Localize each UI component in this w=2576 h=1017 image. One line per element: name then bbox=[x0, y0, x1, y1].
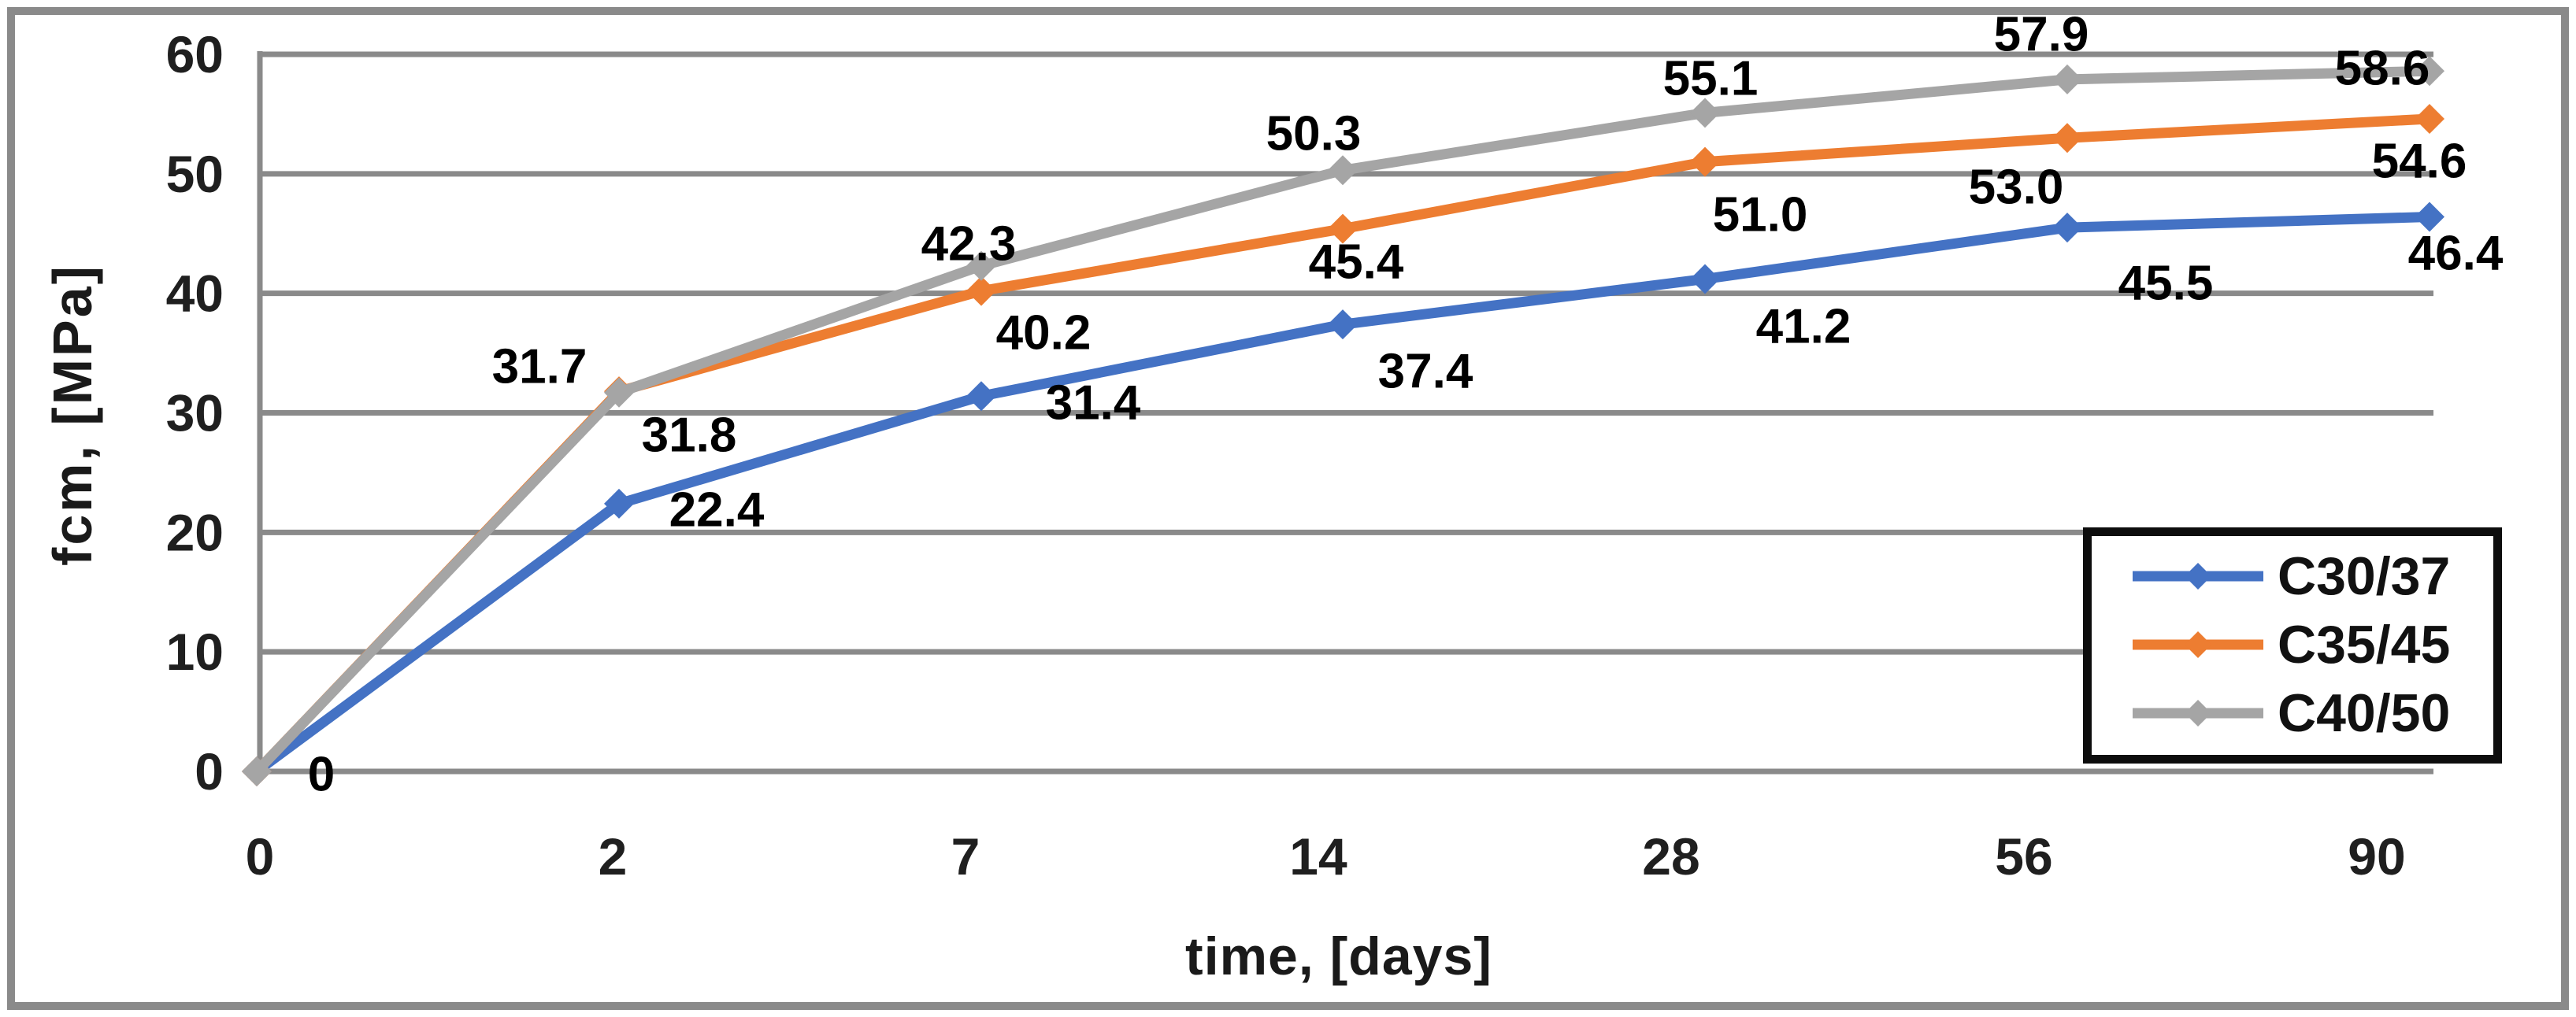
data-label: 57.9 bbox=[1994, 8, 2089, 62]
data-point-marker bbox=[966, 276, 996, 306]
legend-label: C35/45 bbox=[2278, 614, 2451, 675]
data-label: 31.4 bbox=[1046, 376, 1141, 431]
data-label: 22.4 bbox=[669, 483, 765, 538]
legend-label: C40/50 bbox=[2278, 682, 2451, 743]
data-point-marker bbox=[604, 377, 634, 408]
legend-item: C30/37 bbox=[2131, 545, 2493, 607]
data-label: 42.3 bbox=[921, 217, 1017, 272]
data-label: 31.8 bbox=[642, 409, 737, 463]
y-tick-label: 40 bbox=[166, 264, 224, 323]
data-label: 55.1 bbox=[1663, 52, 1759, 106]
data-label: 51.0 bbox=[1713, 188, 1808, 242]
x-tick-label: 56 bbox=[1995, 827, 2052, 886]
y-axis-title: fcm, [MPa] bbox=[42, 264, 103, 566]
data-label: 31.7 bbox=[492, 340, 587, 394]
x-tick-label: 7 bbox=[951, 827, 980, 886]
data-point-marker bbox=[2052, 64, 2082, 94]
data-point-marker bbox=[1328, 213, 1358, 244]
data-point-marker bbox=[2415, 202, 2444, 232]
legend-line-marker-icon bbox=[2131, 559, 2265, 594]
data-point-marker bbox=[966, 250, 996, 281]
data-point-marker bbox=[2052, 213, 2082, 243]
legend-line-marker-icon bbox=[2131, 627, 2265, 662]
data-point-marker bbox=[242, 756, 272, 786]
legend: C30/37 C35/45 C40/50 bbox=[2083, 527, 2502, 764]
data-label: 40.2 bbox=[996, 306, 1092, 361]
data-label: 46.4 bbox=[2408, 227, 2504, 281]
y-tick-label: 20 bbox=[166, 503, 224, 561]
data-label: 50.3 bbox=[1266, 107, 1362, 161]
legend-line-marker-icon bbox=[2131, 696, 2265, 730]
legend-label: C30/37 bbox=[2278, 546, 2451, 607]
data-point-marker bbox=[1328, 155, 1358, 186]
data-point-marker bbox=[2052, 123, 2082, 153]
data-point-marker bbox=[1690, 264, 1720, 294]
data-label: 45.5 bbox=[2118, 257, 2214, 311]
y-tick-label: 10 bbox=[166, 623, 224, 681]
x-tick-label: 0 bbox=[246, 827, 275, 886]
x-tick-label: 2 bbox=[599, 827, 628, 886]
x-axis-title: time, [days] bbox=[1185, 926, 1492, 986]
data-point-marker bbox=[2415, 56, 2444, 87]
y-tick-label: 0 bbox=[195, 742, 224, 801]
y-tick-label: 50 bbox=[166, 145, 224, 203]
data-label: 41.2 bbox=[1756, 300, 1851, 354]
x-tick-label: 28 bbox=[1642, 827, 1699, 886]
data-point-marker bbox=[604, 488, 634, 519]
data-label: 54.6 bbox=[2372, 135, 2467, 189]
data-label: 58.6 bbox=[2335, 42, 2430, 96]
x-tick-label: 14 bbox=[1289, 827, 1347, 886]
data-point-marker bbox=[1328, 309, 1358, 340]
data-label: 0 bbox=[308, 748, 335, 802]
data-point-marker bbox=[966, 381, 996, 412]
data-point-marker bbox=[1690, 146, 1720, 177]
data-point-marker bbox=[1690, 98, 1720, 128]
data-point-marker bbox=[2415, 103, 2444, 134]
y-tick-label: 60 bbox=[166, 25, 224, 83]
y-tick-label: 30 bbox=[166, 384, 224, 442]
data-label: 37.4 bbox=[1378, 345, 1473, 399]
legend-item: C40/50 bbox=[2131, 682, 2493, 744]
data-label: 45.4 bbox=[1309, 235, 1404, 290]
data-label: 53.0 bbox=[1969, 161, 2064, 215]
x-tick-label: 90 bbox=[2348, 827, 2405, 886]
legend-item: C35/45 bbox=[2131, 614, 2493, 675]
